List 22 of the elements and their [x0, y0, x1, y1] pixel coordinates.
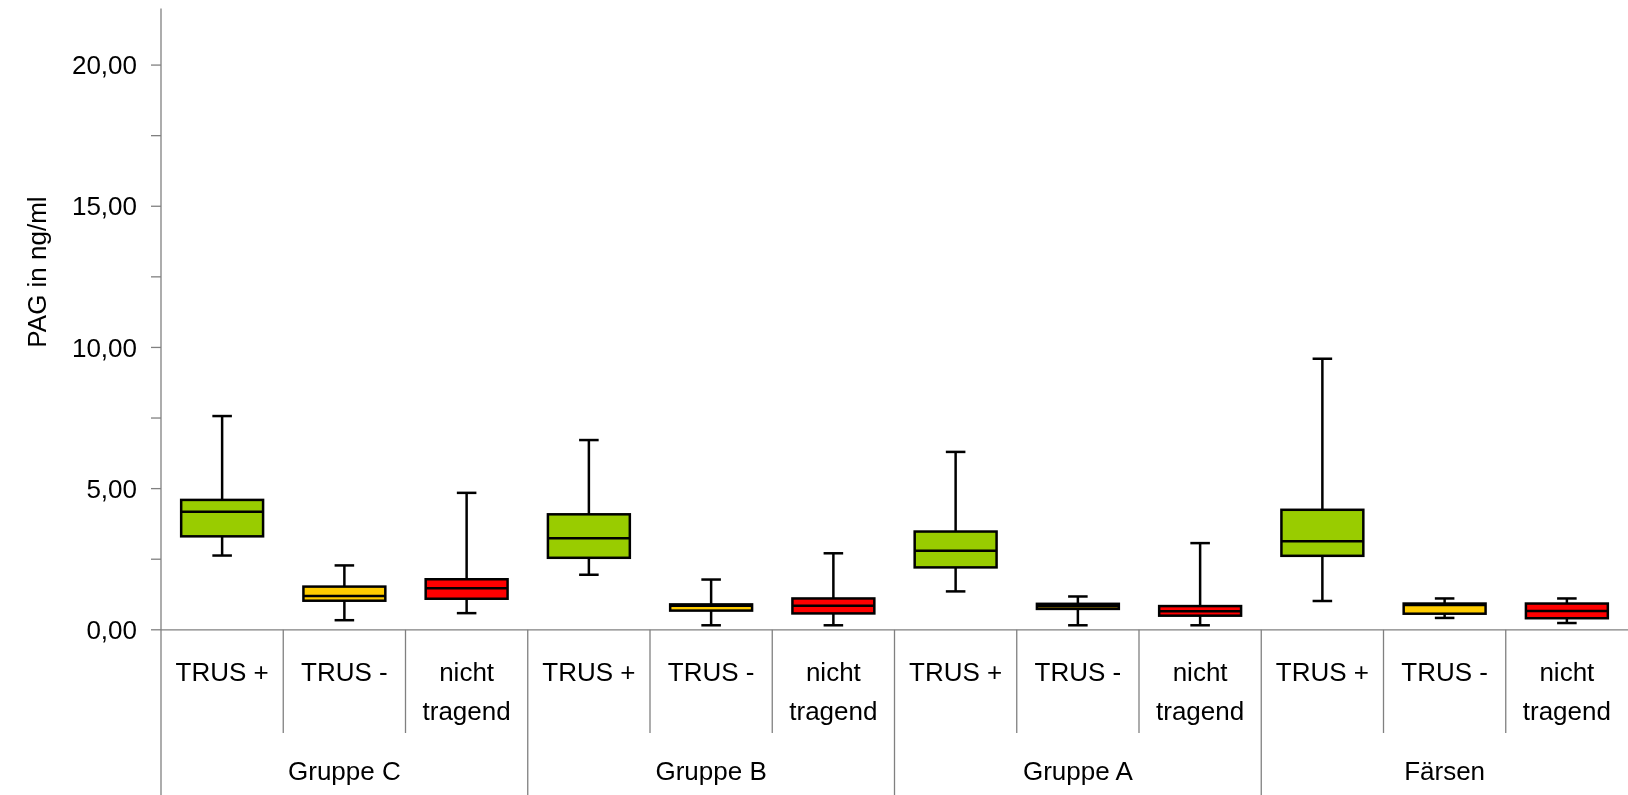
text: Gruppe C	[288, 756, 401, 787]
x-tick-label: TRUS -	[301, 657, 388, 688]
x-tick-label: nicht tragend	[789, 657, 878, 727]
text: Gruppe A	[1022, 756, 1134, 787]
x-tick-label: nicht tragend	[422, 657, 511, 727]
x-tick-label: TRUS +	[909, 657, 1003, 688]
y-tick-label: 20,00	[71, 50, 137, 81]
x-tick-label: TRUS +	[175, 657, 269, 688]
x-tick-label: TRUS -	[667, 657, 755, 688]
x-tick-label: nicht tragend	[1522, 657, 1611, 727]
text: Färsen	[1404, 756, 1486, 787]
text: Gruppe B	[655, 756, 767, 787]
x-tick-label: TRUS -	[1401, 657, 1488, 688]
y-tick-label: 5,00	[86, 473, 137, 504]
x-tick-label: TRUS +	[542, 657, 636, 688]
x-tick-label: TRUS -	[1034, 657, 1122, 688]
x-tick-label: TRUS +	[1275, 657, 1369, 688]
y-tick-label: 0,00	[86, 614, 137, 645]
x-tick-label: nicht tragend	[1156, 657, 1245, 727]
y-axis-title: PAG in ng/ml	[22, 196, 52, 348]
y-tick-label: 10,00	[71, 332, 137, 363]
y-tick-label: 15,00	[71, 191, 137, 222]
